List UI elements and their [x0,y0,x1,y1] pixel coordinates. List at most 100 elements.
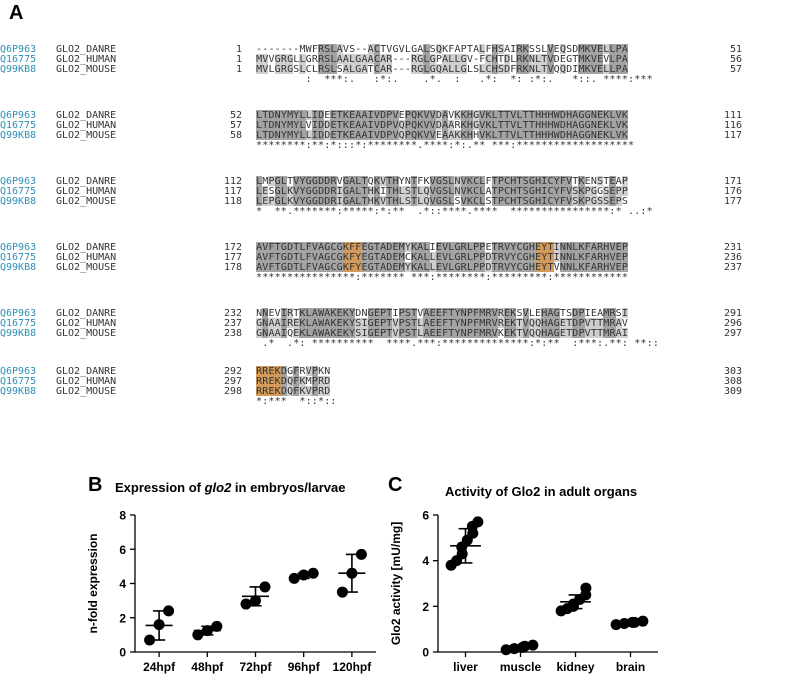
residue: Q [287,328,294,339]
residue: T [386,318,393,329]
residue: K [466,196,473,207]
residue: P [479,262,486,273]
residue: C [473,196,480,207]
residue: L [479,176,486,187]
residue: T [262,110,269,121]
residue: L [417,186,424,197]
residue: G [429,54,436,65]
residue: L [305,328,312,339]
residue: E [559,328,566,339]
residue: L [330,64,337,75]
consensus-line: * **.*******:*****:*:** .*::****.**** **… [256,206,653,217]
residue: I [280,308,287,319]
consensus-line: .* .*: ********** ****.***:*************… [256,338,660,349]
residue: V [491,328,498,339]
residue: N [528,64,535,75]
residue: P [268,196,275,207]
residue: G [342,196,349,207]
residue: V [429,130,436,141]
residue: L [609,110,616,121]
consensus-line: : ***:. :*:. .*. : .*: *: :*:. *::. ****… [256,74,653,85]
residue: S [442,176,449,187]
residue: E [559,318,566,329]
residue: R [497,308,504,319]
residue: E [429,328,436,339]
x-tick-label: 72hpf [239,660,272,674]
residue: D [553,54,560,65]
residue: V [293,196,300,207]
accession-id: Q16775 [0,376,37,387]
residue: K [330,308,337,319]
residue: R [454,120,461,131]
residue: D [386,242,393,253]
residue: A [417,252,424,263]
residue: M [262,176,269,187]
residue: P [473,262,480,273]
residue: G [392,44,399,55]
residue: T [547,252,554,263]
residue: L [256,120,263,131]
residue: L [268,64,275,75]
residue: L [572,262,579,273]
residue: E [504,308,511,319]
sequence-alignment: Q6P963 GLO2_DANRE 1 51- - - - - - - M W F R S L A V S - - A C T… [0,44,742,407]
residue: L [280,176,287,187]
residue: Q [559,44,566,55]
residue: A [324,328,331,339]
residue: Q [435,44,442,55]
residue: V [615,120,622,131]
residue: V [373,120,380,131]
residue: K [342,130,349,141]
residue: - [355,44,362,55]
residue: S [355,318,362,329]
residue: K [578,242,585,253]
residue: M [398,242,405,253]
residue: K [342,318,349,329]
residue: H [541,308,548,319]
residue: F [268,252,275,263]
residue: M [578,44,585,55]
residue: T [373,242,380,253]
residue: D [280,376,287,387]
residue: P [621,176,628,187]
residue: A [336,54,343,65]
residue: K [454,110,461,121]
residue: V [262,54,269,65]
residue: D [287,252,294,263]
gene-name: GLO2_DANRE [56,44,117,55]
residue: F [293,366,300,377]
residue: L [603,44,610,55]
residue: V [522,328,529,339]
residue: N [460,308,467,319]
residue: T [386,186,393,197]
residue: H [541,120,548,131]
residue: E [584,176,591,187]
residue: T [336,130,343,141]
residue: K [578,252,585,263]
residue: L [299,252,306,263]
residue: A [268,328,275,339]
residue: N [566,262,573,273]
residue: V [479,120,486,131]
residue: R [386,54,393,65]
start-position: 297 [223,376,242,387]
accession-id: Q6P963 [0,176,37,187]
residue: E [349,110,356,121]
accession-id: Q6P963 [0,44,37,55]
residue: R [311,54,318,65]
residue: Y [510,262,517,273]
residue: Y [355,252,362,263]
x-tick-label: 24hpf [143,660,176,674]
gene-name: GLO2_DANRE [56,242,117,253]
start-position: 118 [223,196,242,207]
residue: D [324,386,331,397]
residue: L [256,186,263,197]
residue: A [318,252,325,263]
residue: V [380,176,387,187]
residue: T [386,196,393,207]
residue: E [535,262,542,273]
residue: H [603,252,610,263]
residue: Q [553,64,560,75]
residue: R [597,262,604,273]
residue: A [590,242,597,253]
